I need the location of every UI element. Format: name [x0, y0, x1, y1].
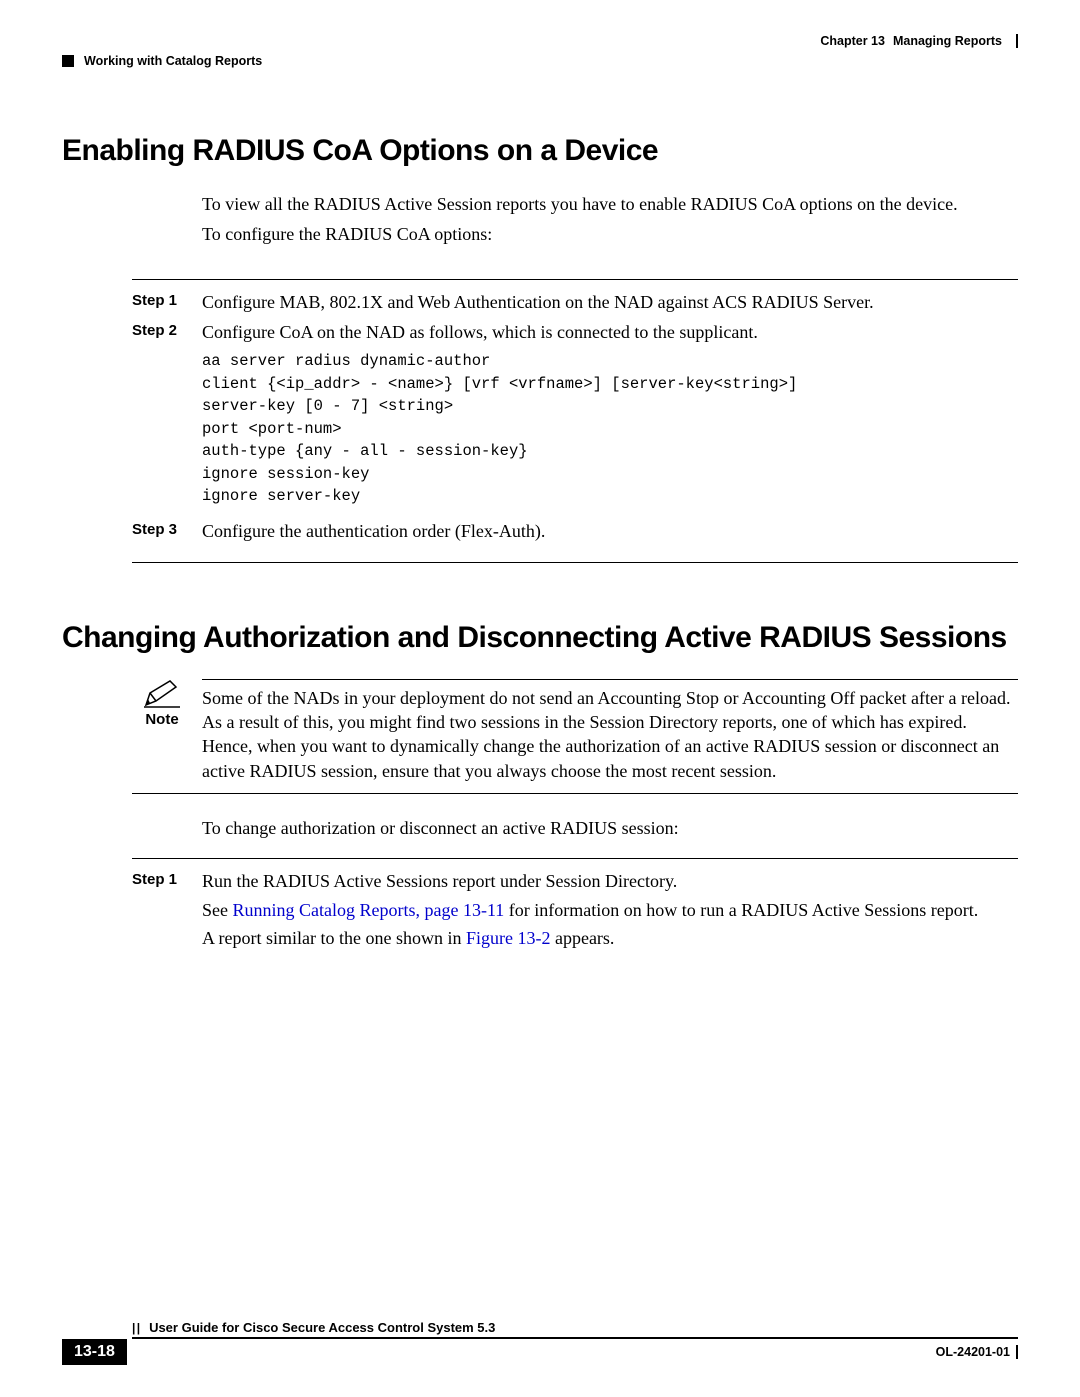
doc-number: OL-24201-01 — [936, 1345, 1010, 1359]
step3-body: Configure the authentication order (Flex… — [202, 519, 1018, 543]
step2-body: Configure CoA on the NAD as follows, whi… — [202, 320, 1018, 514]
chapter-title: Managing Reports — [893, 34, 1002, 48]
section2: Changing Authorization and Disconnecting… — [62, 621, 1018, 972]
section1-title: Enabling RADIUS CoA Options on a Device — [62, 134, 1018, 168]
step-row: Step 1 Configure MAB, 802.1X and Web Aut… — [132, 290, 1018, 314]
s2-step1-body: Run the RADIUS Active Sessions report un… — [202, 869, 1018, 954]
step1-label: Step 1 — [132, 290, 202, 309]
section2-title: Changing Authorization and Disconnecting… — [62, 621, 1018, 655]
s2-step1-text: Run the RADIUS Active Sessions report un… — [202, 869, 1018, 893]
note-row: Note Some of the NADs in your deployment… — [132, 679, 1018, 794]
footer-title-row: | | User Guide for Cisco Secure Access C… — [132, 1320, 1018, 1339]
step-row: Step 3 Configure the authentication orde… — [132, 519, 1018, 543]
chapter-number: Chapter 13 — [820, 34, 885, 48]
page-number: 13-18 — [62, 1339, 127, 1365]
s2-step1-p2: See Running Catalog Reports, page 13-11 … — [202, 898, 1018, 922]
section1-intro: To view all the RADIUS Active Session re… — [202, 192, 1018, 247]
section-name: Working with Catalog Reports — [84, 54, 262, 68]
s2-step1-p3: A report similar to the one shown in Fig… — [202, 926, 1018, 950]
p2-pre: See — [202, 900, 233, 920]
p3-pre: A report similar to the one shown in — [202, 928, 466, 948]
note-block: Note Some of the NADs in your deployment… — [132, 679, 1018, 794]
header-left: Working with Catalog Reports — [62, 54, 262, 68]
content: Enabling RADIUS CoA Options on a Device … — [62, 74, 1018, 972]
link-figure[interactable]: Figure 13-2 — [466, 928, 551, 948]
step2-label: Step 2 — [132, 320, 202, 339]
step1-body: Configure MAB, 802.1X and Web Authentica… — [202, 290, 1018, 314]
s2-step1-label: Step 1 — [132, 869, 202, 888]
page-footer: | | User Guide for Cisco Secure Access C… — [62, 1320, 1018, 1365]
header-square-icon — [62, 55, 74, 67]
header-right: Chapter 13 Managing Reports — [820, 34, 1018, 48]
step3-label: Step 3 — [132, 519, 202, 538]
link-running-catalog[interactable]: Running Catalog Reports, page 13-11 — [233, 900, 505, 920]
p3-post: appears. — [550, 928, 614, 948]
note-icon-cell: Note — [132, 679, 202, 728]
step2-code: aa server radius dynamic-author client {… — [202, 350, 1018, 507]
note-text: Some of the NADs in your deployment do n… — [202, 679, 1018, 783]
pencil-icon — [142, 679, 182, 709]
step2-text: Configure CoA on the NAD as follows, whi… — [202, 320, 1018, 344]
page: Chapter 13 Managing Reports Working with… — [0, 0, 1080, 1397]
step-row: Step 2 Configure CoA on the NAD as follo… — [132, 320, 1018, 514]
footer-right: OL-24201-01 — [936, 1345, 1018, 1359]
post-note: To change authorization or disconnect an… — [202, 816, 1018, 840]
p2-post: for information on how to run a RADIUS A… — [504, 900, 978, 920]
footer-guide-title: User Guide for Cisco Secure Access Contr… — [149, 1320, 495, 1335]
footer-bar-icon — [1016, 1345, 1018, 1359]
footer-bottom: 13-18 OL-24201-01 — [62, 1339, 1018, 1365]
note-label: Note — [145, 711, 178, 728]
section1-steps: Step 1 Configure MAB, 802.1X and Web Aut… — [132, 279, 1018, 563]
footer-ticks-icon: | | — [132, 1321, 139, 1335]
intro-line2: To configure the RADIUS CoA options: — [202, 222, 1018, 246]
page-header: Chapter 13 Managing Reports Working with… — [62, 34, 1018, 74]
step-row: Step 1 Run the RADIUS Active Sessions re… — [132, 869, 1018, 954]
header-bar-icon — [1016, 34, 1018, 48]
section2-steps: Step 1 Run the RADIUS Active Sessions re… — [132, 858, 1018, 972]
intro-line1: To view all the RADIUS Active Session re… — [202, 192, 1018, 216]
